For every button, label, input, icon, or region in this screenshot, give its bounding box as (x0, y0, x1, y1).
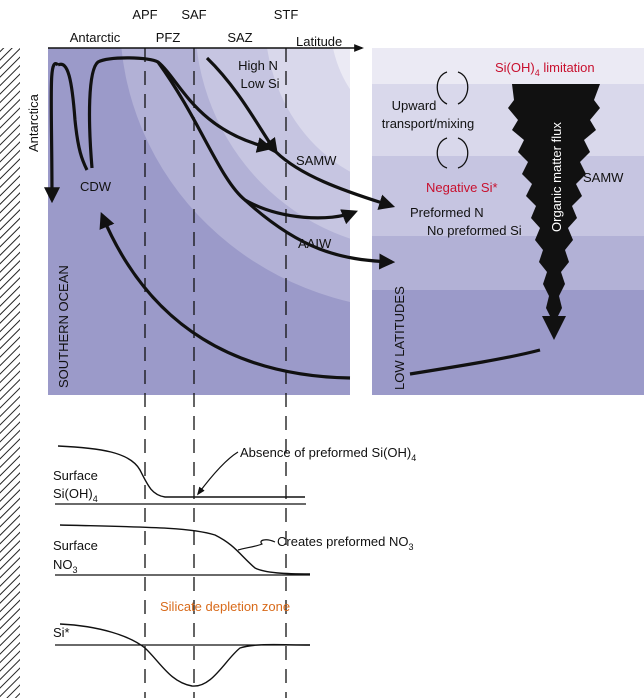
stf-label: STF (274, 7, 299, 22)
samw-formation-path (205, 56, 278, 155)
saz-label: SAZ (227, 30, 252, 45)
upward-label: Upward (392, 98, 437, 113)
mixing-swirl-upper (436, 71, 469, 105)
si-limitation-label: Si(OH)4 limitation (495, 60, 595, 78)
antarctic-zone-label: Antarctic (70, 30, 121, 45)
silicate-depletion-label: Silicate depletion zone (160, 599, 290, 614)
saf-label: SAF (181, 7, 206, 22)
antarctic-downwelling-arrow (43, 62, 60, 204)
deep-return-flow (409, 348, 541, 376)
antarctica-label: Antarctica (26, 93, 41, 152)
aaiw-path (156, 61, 358, 225)
surface-si-label-1: Surface (53, 468, 98, 483)
surface-si-label-2: Si(OH)4 (53, 486, 98, 504)
samw-sam-label: SAMW (296, 153, 337, 168)
low-latitudes-label: LOW LATITUDES (392, 286, 407, 390)
antarctic-loop (57, 62, 89, 171)
low-si-label: Low Si (240, 76, 279, 91)
surface-no3-profile-curve (59, 524, 311, 575)
low-latitudes-panel (372, 48, 644, 395)
antarctica-label-box (22, 52, 44, 172)
absence-pointer-arrow (196, 451, 239, 496)
organic-matter-flux-cone (508, 84, 600, 340)
antarctica-landmass (0, 48, 20, 698)
transport-mixing-label: transport/mixing (382, 116, 474, 131)
pfz-label: PFZ (156, 30, 181, 45)
mixing-swirl-lower (436, 137, 469, 169)
samw-export-arrow (274, 150, 396, 210)
negative-si-label: Negative Si* (426, 180, 498, 195)
aaiw-label: AAIW (298, 236, 332, 251)
organic-matter-flux-label: Organic matter flux (549, 122, 564, 232)
aaiw-export-arrow (243, 198, 396, 270)
creates-label: Creates preformed NO3 (277, 534, 414, 552)
no-preformed-si-label: No preformed Si (427, 223, 522, 238)
surface-no3-label-2: NO3 (53, 557, 78, 575)
absence-label: Absence of preformed Si(OH)4 (240, 445, 416, 463)
latitude-label: Latitude (296, 34, 342, 49)
apf-label: APF (132, 7, 157, 22)
creates-pointer (237, 539, 276, 551)
cdw-label: CDW (80, 179, 112, 194)
surface-no3-label-1: Surface (53, 538, 98, 553)
si-star-profile-curve (59, 623, 311, 687)
high-n-label: High N (238, 58, 278, 73)
surface-si-profile-curve (57, 445, 305, 498)
cdw-upwelling-path (87, 56, 274, 169)
preformed-n-label: Preformed N (410, 205, 484, 220)
southern-ocean-label: SOUTHERN OCEAN (56, 265, 71, 388)
si-star-label: Si* (53, 625, 70, 640)
samw-low-lat-label: SAMW (583, 170, 624, 185)
cdw-return-arrow (99, 212, 351, 380)
